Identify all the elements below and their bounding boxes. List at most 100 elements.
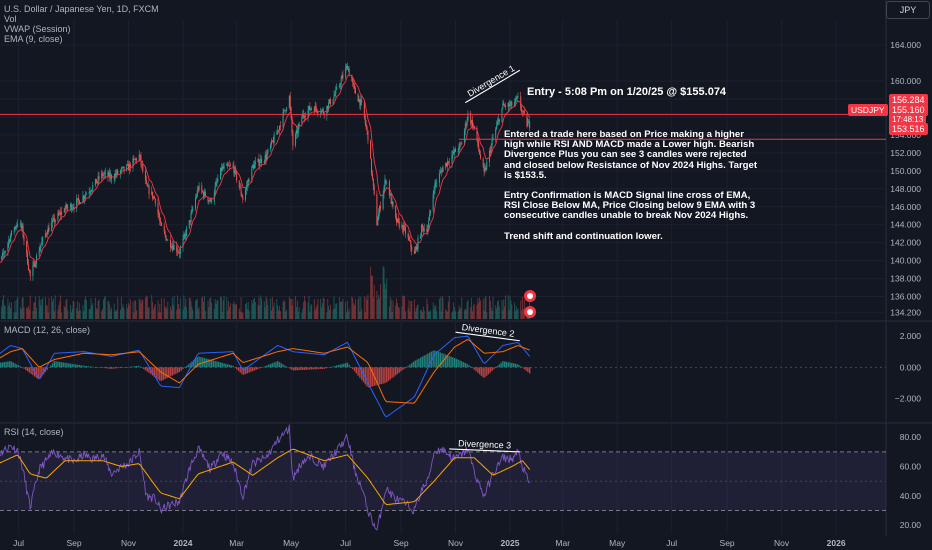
currency-button[interactable]: JPY <box>886 1 930 19</box>
macd-histogram-bar <box>243 367 245 375</box>
macd-histogram-bar <box>500 362 502 368</box>
volume-bar <box>417 304 419 319</box>
candle-body <box>509 104 511 106</box>
volume-bar <box>477 298 479 319</box>
legend-rsi[interactable]: RSI (14, close) <box>4 427 64 437</box>
macd-histogram-bar <box>464 362 467 368</box>
candle-body <box>2 253 4 254</box>
volume-bar <box>315 307 317 319</box>
volume-bar <box>176 309 178 319</box>
volume-bar <box>120 309 121 319</box>
candle-body <box>346 65 347 69</box>
volume-bar <box>235 303 237 319</box>
candle-body <box>257 158 259 162</box>
macd-histogram-bar <box>92 366 95 368</box>
volume-bar <box>398 307 400 319</box>
volume-bar <box>88 309 90 319</box>
macd-histogram-bar <box>210 359 213 368</box>
volume-bar <box>328 305 330 319</box>
volume-bar <box>290 298 292 319</box>
volume-bar <box>48 297 50 319</box>
candle-body <box>345 68 347 78</box>
legend-macd[interactable]: MACD (12, 26, close) <box>4 325 91 335</box>
macd-histogram-bar <box>123 367 125 368</box>
volume-bar <box>39 299 41 319</box>
candle-body <box>516 96 518 99</box>
macd-histogram-bar <box>371 367 374 387</box>
candle-body <box>107 172 109 177</box>
volume-bar <box>159 303 161 319</box>
macd-histogram-bar <box>171 367 173 376</box>
candle-body <box>17 224 19 226</box>
candle-body <box>376 194 378 226</box>
volume-bar <box>253 299 255 319</box>
candle-body <box>358 99 360 102</box>
candle-body <box>408 237 410 240</box>
candle-body <box>311 108 313 109</box>
candle-body <box>241 194 243 198</box>
volume-bar <box>451 312 453 319</box>
volume-bar <box>361 308 363 319</box>
volume-bar <box>272 307 274 319</box>
volume-bar <box>405 311 406 319</box>
divergence-3-line <box>449 448 520 453</box>
macd-histogram-bar <box>459 360 461 368</box>
signal-marker-core <box>527 293 533 299</box>
volume-bar <box>69 304 71 319</box>
candle-body <box>47 227 49 235</box>
legend-volume[interactable]: Vol <box>4 14 17 24</box>
macd-histogram-bar <box>387 367 390 381</box>
volume-bar <box>233 301 235 319</box>
volume-bar <box>102 308 104 319</box>
candle-body <box>404 226 406 234</box>
candle-body <box>309 106 311 110</box>
candle-body <box>414 250 416 254</box>
volume-bar <box>422 306 424 319</box>
candle-body <box>364 117 366 124</box>
candle-body <box>461 143 463 145</box>
volume-bar <box>151 295 153 319</box>
volume-bar <box>53 310 55 319</box>
volume-bar <box>465 309 467 319</box>
macd-histogram-bar <box>498 364 500 368</box>
candle-body <box>72 207 74 209</box>
volume-bar <box>226 297 228 319</box>
volume-bar <box>476 304 478 319</box>
volume-bar <box>382 265 384 319</box>
macd-histogram-bar <box>17 365 20 368</box>
macd-histogram-bar <box>112 367 115 369</box>
volume-bar <box>521 310 523 319</box>
candle-body <box>429 210 431 214</box>
macd-histogram-bar <box>487 367 490 375</box>
volume-bar <box>265 296 267 319</box>
volume-bar <box>285 311 287 319</box>
legend-ema[interactable]: EMA (9, close) <box>4 34 63 44</box>
volume-bar <box>133 312 135 319</box>
candle-body <box>382 193 384 209</box>
macd-histogram-bar <box>132 366 134 368</box>
candle-body <box>447 161 449 163</box>
macd-histogram-bar <box>130 366 132 368</box>
macd-histogram-bar <box>416 359 418 368</box>
volume-bar <box>73 301 75 319</box>
macd-histogram-bar <box>28 367 31 373</box>
candle-body <box>522 111 524 112</box>
x-tick-label: Nov <box>448 538 464 548</box>
volume-bar <box>61 312 62 319</box>
volume-bar <box>296 300 298 319</box>
volume-bar <box>95 308 97 319</box>
candle-body <box>153 196 155 199</box>
volume-bar <box>258 297 260 319</box>
macd-histogram-bar <box>198 356 200 368</box>
macd-histogram-bar <box>343 363 345 368</box>
macd-histogram-bar <box>375 367 377 386</box>
volume-bar <box>126 304 128 319</box>
candle-body <box>492 137 494 140</box>
candle-body <box>315 105 317 110</box>
candle-body <box>490 144 492 153</box>
legend-vwap[interactable]: VWAP (Session) <box>4 24 71 34</box>
volume-bar <box>480 300 481 319</box>
price-tick-label: 142.000 <box>890 238 921 248</box>
